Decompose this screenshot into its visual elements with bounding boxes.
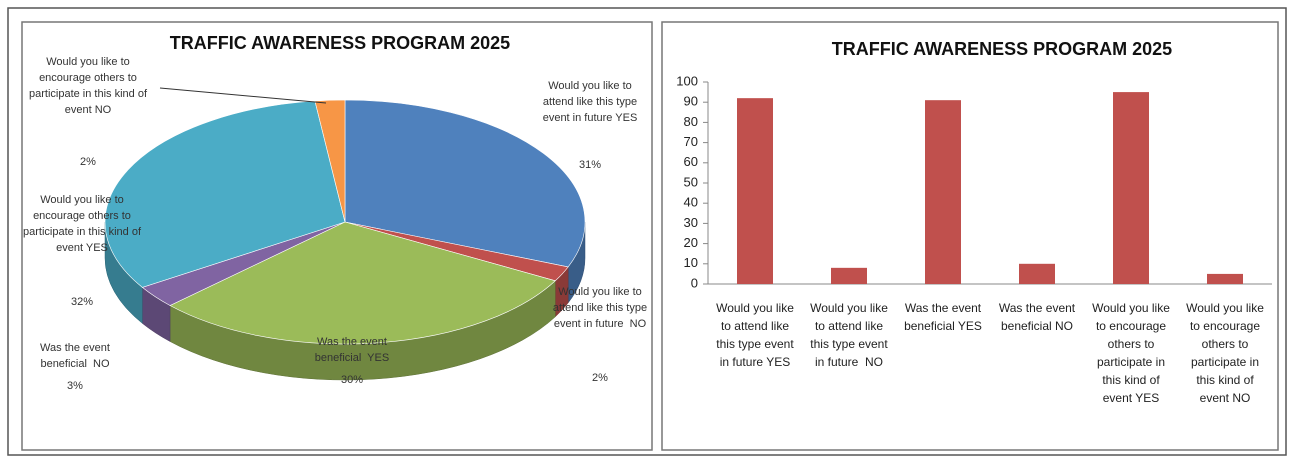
x-tick-label: Would you like to encourage others to pa… xyxy=(1186,301,1268,405)
pie-value-label: 2% xyxy=(592,372,608,384)
x-tick-label: Would you like to attend like this type … xyxy=(716,301,798,369)
bar xyxy=(1207,273,1243,284)
x-tick-label: Would you like to encourage others to pa… xyxy=(1092,301,1174,405)
pie-label: Would you like to attend like this type … xyxy=(552,286,651,330)
pie-slice xyxy=(344,99,586,268)
pie-label: Was the event beneficial NO xyxy=(40,342,114,370)
pie-value-label: 3% xyxy=(67,380,83,392)
y-tick-label: 50 xyxy=(684,174,698,189)
x-tick-label: Was the event beneficial YES xyxy=(904,301,985,333)
bar xyxy=(925,100,961,285)
y-tick-label: 40 xyxy=(684,195,698,210)
pie-slice xyxy=(314,99,346,223)
pie-label: Would you like to attend like this type … xyxy=(542,80,641,124)
bar xyxy=(1113,92,1149,284)
bar-title: TRAFFIC AWARENESS PROGRAM 2025 xyxy=(832,39,1172,59)
y-tick-label: 30 xyxy=(684,215,698,230)
pie-value-label: 32% xyxy=(70,296,94,308)
pie-value-label: 2% xyxy=(80,156,96,168)
pie-label: Would you like to encourage others to pa… xyxy=(29,56,148,116)
y-tick-label: 20 xyxy=(684,235,698,250)
x-tick-label: Was the event beneficial NO xyxy=(998,301,1079,333)
pie-value-label: 31% xyxy=(578,159,602,171)
bar xyxy=(1019,263,1055,284)
pie-title: TRAFFIC AWARENESS PROGRAM 2025 xyxy=(170,33,510,53)
y-tick-label: 0 xyxy=(691,275,698,290)
y-tick-label: 80 xyxy=(684,114,698,129)
leader-line xyxy=(159,87,327,104)
y-tick-label: 90 xyxy=(684,94,698,109)
y-tick-label: 60 xyxy=(684,154,698,169)
pie-value-label: 30% xyxy=(340,374,364,386)
pie-label: Was the event beneficial YES xyxy=(314,336,391,364)
y-tick-label: 70 xyxy=(684,134,698,149)
outer-border xyxy=(7,7,1287,456)
bar xyxy=(831,267,867,284)
x-tick-label: Would you like to attend like this type … xyxy=(810,301,892,369)
pie-label: Would you like to encourage others to pa… xyxy=(23,194,142,254)
pie-slice xyxy=(169,221,556,345)
y-tick-label: 10 xyxy=(684,255,698,270)
bar xyxy=(737,98,773,284)
pie-slice xyxy=(104,100,346,288)
y-tick-label: 100 xyxy=(676,73,698,88)
